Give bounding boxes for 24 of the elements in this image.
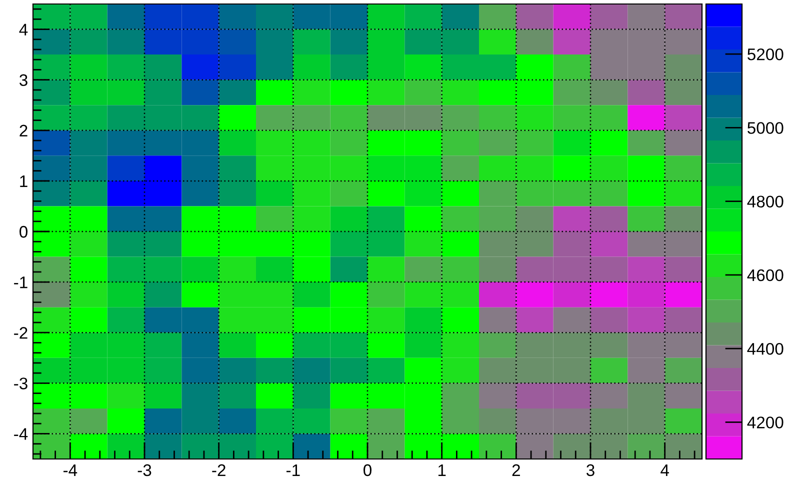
x-tick-label: 3 — [586, 464, 594, 476]
x-tick-label: 2 — [512, 464, 520, 476]
x-tick-label: 0 — [364, 464, 372, 476]
y-tick-label: 0 — [20, 226, 28, 238]
x-tick-label: -4 — [63, 464, 78, 476]
y-tick-label: 1 — [20, 176, 28, 187]
y-tick-label: 2 — [20, 124, 28, 136]
color-bar-label: 5200 — [748, 48, 784, 60]
x-tick-label: 4 — [660, 464, 669, 476]
y-tick-label: -3 — [14, 378, 28, 390]
y-tick-label: 3 — [20, 74, 28, 86]
x-tick-label: -3 — [138, 464, 152, 476]
x-tick-label: -1 — [286, 464, 300, 476]
x-tick-label: -2 — [212, 464, 226, 476]
y-tick-label: -1 — [14, 276, 28, 288]
color-bar-label: 4400 — [747, 342, 784, 355]
y-tick-label: -4 — [14, 428, 28, 440]
color-bar-label: 5000 — [748, 122, 784, 134]
y-tick-label: -2 — [14, 327, 28, 339]
color-bar-label: 4800 — [747, 196, 784, 208]
color-bar-label: 4200 — [747, 416, 784, 428]
y-tick-label: 4 — [19, 24, 28, 36]
x-tick-label: 1 — [438, 464, 446, 476]
color-bar-label: 4600 — [747, 269, 784, 282]
